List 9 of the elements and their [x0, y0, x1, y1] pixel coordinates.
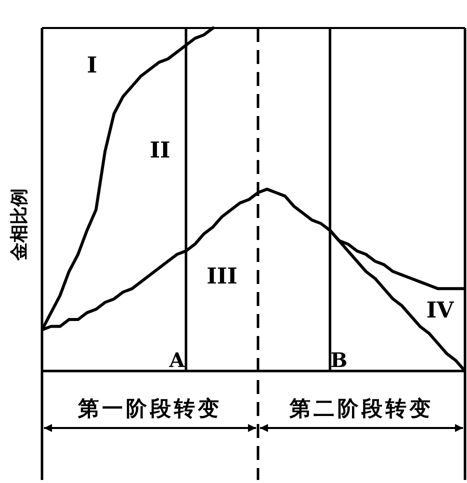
x-tick-label: A	[168, 348, 186, 372]
text: 第二阶段转变	[288, 396, 434, 421]
x-tick-label: B	[330, 348, 348, 372]
annotation: IV	[426, 298, 455, 324]
annotation: III	[206, 264, 238, 290]
text: 第一阶段转变	[77, 396, 222, 421]
y-axis-title: 金相比例	[8, 188, 30, 262]
annotation: I	[86, 52, 98, 79]
annotation: II	[150, 138, 170, 164]
